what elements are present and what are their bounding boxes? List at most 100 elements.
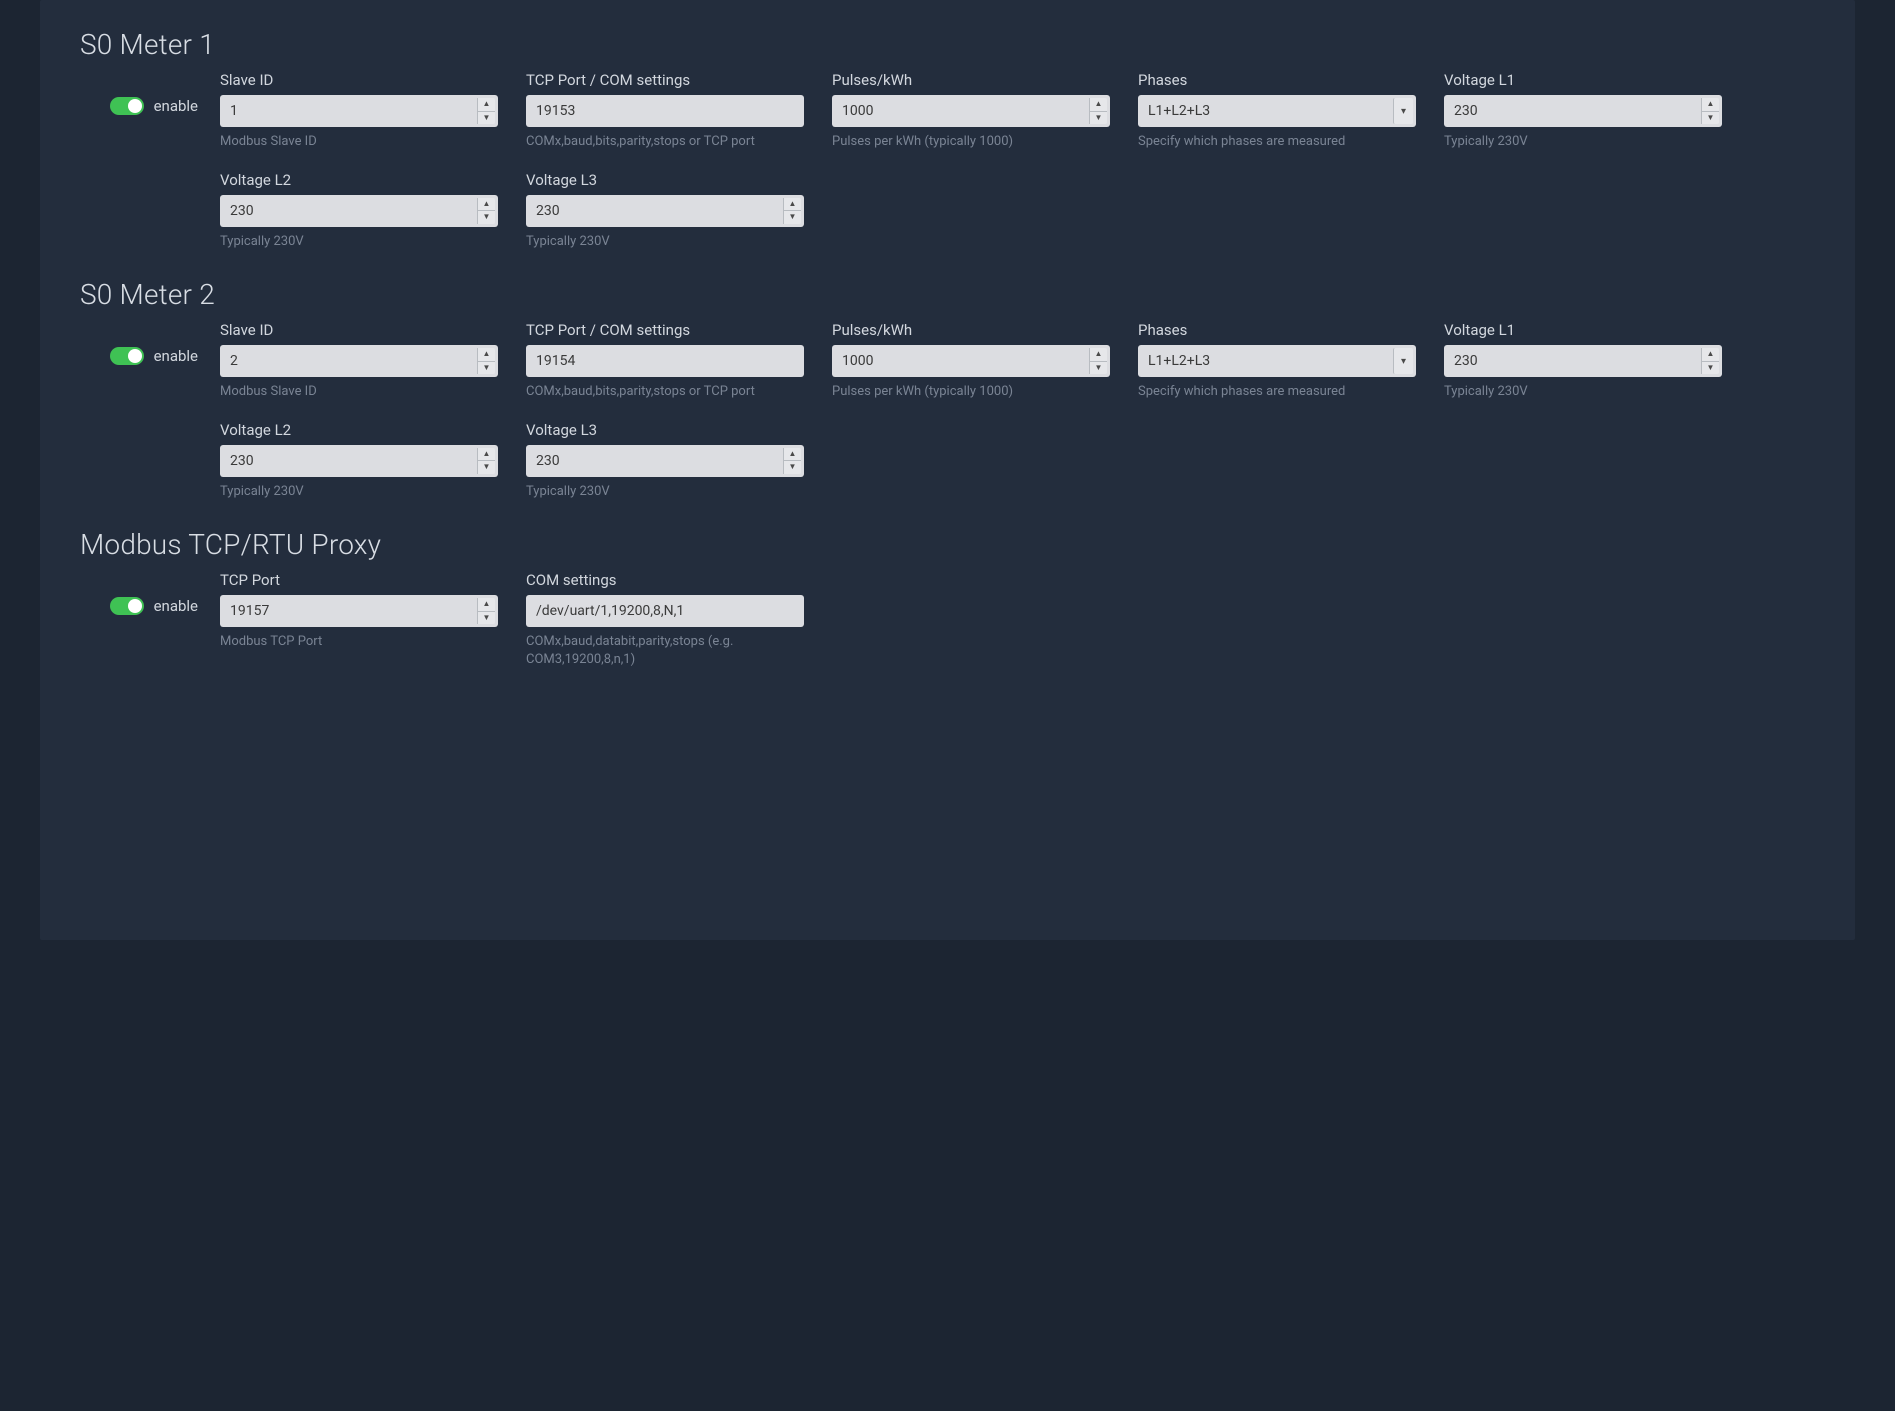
field-voltage-l1: Voltage L1 ▲ ▼ Typically 230V (1444, 71, 1722, 151)
tcp-com-input[interactable] (526, 95, 804, 127)
pulses-kwh-input-wrap: ▲ ▼ (832, 345, 1110, 377)
phases-select-wrap: L1+L2+L3 ▾ (1138, 345, 1416, 377)
spinner-icon: ▲ ▼ (477, 98, 495, 124)
voltage-l3-input-wrap: ▲ ▼ (526, 445, 804, 477)
field-slave-id: Slave ID ▲ ▼ Modbus Slave ID (220, 321, 498, 401)
spinner-up-button[interactable]: ▲ (478, 198, 495, 212)
spinner-icon: ▲ ▼ (783, 198, 801, 224)
section-title-meter1: S0 Meter 1 (80, 28, 1815, 61)
label-voltage-l2: Voltage L2 (220, 421, 498, 439)
label-phases: Phases (1138, 321, 1416, 339)
help-phases: Specify which phases are measured (1138, 383, 1416, 401)
voltage-l2-input[interactable] (220, 195, 477, 227)
spinner-up-button[interactable]: ▲ (784, 198, 801, 212)
enable-toggle-meter2[interactable] (110, 347, 144, 365)
voltage-l1-input[interactable] (1444, 345, 1701, 377)
slave-id-input-wrap: ▲ ▼ (220, 345, 498, 377)
enable-label: enable (154, 597, 198, 615)
voltage-l3-input[interactable] (526, 195, 783, 227)
spinner-down-button[interactable]: ▼ (784, 211, 801, 224)
voltage-l1-input-wrap: ▲ ▼ (1444, 345, 1722, 377)
spinner-down-button[interactable]: ▼ (784, 461, 801, 474)
enable-toggle-proxy[interactable] (110, 597, 144, 615)
toggle-knob (128, 99, 142, 113)
spinner-icon: ▲ ▼ (477, 598, 495, 624)
spinner-down-button[interactable]: ▼ (1090, 362, 1107, 375)
spinner-up-button[interactable]: ▲ (1090, 348, 1107, 362)
voltage-l3-input-wrap: ▲ ▼ (526, 195, 804, 227)
field-pulses-kwh: Pulses/kWh ▲ ▼ Pulses per kWh (typically… (832, 321, 1110, 401)
spinner-down-button[interactable]: ▼ (478, 612, 495, 625)
spinner-up-button[interactable]: ▲ (478, 448, 495, 462)
spinner-down-button[interactable]: ▼ (1702, 362, 1719, 375)
help-tcp-com: COMx,baud,bits,parity,stops or TCP port (526, 383, 804, 401)
label-voltage-l3: Voltage L3 (526, 421, 804, 439)
section-proxy: Modbus TCP/RTU Proxy enable TCP Port ▲ ▼ (80, 528, 1815, 668)
pulses-kwh-input[interactable] (832, 95, 1089, 127)
toggle-knob (128, 599, 142, 613)
help-phases: Specify which phases are measured (1138, 133, 1416, 151)
field-tcp-com: TCP Port / COM settings COMx,baud,bits,p… (526, 321, 804, 401)
help-voltage: Typically 230V (220, 483, 498, 501)
voltage-l2-input-wrap: ▲ ▼ (220, 445, 498, 477)
field-phases: Phases L1+L2+L3 ▾ Specify which phases a… (1138, 321, 1416, 401)
label-tcp-com: TCP Port / COM settings (526, 71, 804, 89)
tcp-com-input[interactable] (526, 345, 804, 377)
voltage-l1-input[interactable] (1444, 95, 1701, 127)
spinner-up-button[interactable]: ▲ (784, 448, 801, 462)
enable-toggle-meter1[interactable] (110, 97, 144, 115)
settings-panel: S0 Meter 1 enable Slave ID ▲ ▼ Modbus (40, 0, 1855, 940)
spinner-down-button[interactable]: ▼ (478, 211, 495, 224)
spinner-up-button[interactable]: ▲ (1702, 98, 1719, 112)
enable-label: enable (154, 97, 198, 115)
spinner-up-button[interactable]: ▲ (1702, 348, 1719, 362)
field-voltage-l2: Voltage L2 ▲ ▼ Typically 230V (220, 171, 498, 251)
fields-meter2: Slave ID ▲ ▼ Modbus Slave ID TCP Port / … (220, 321, 1815, 500)
spinner-icon: ▲ ▼ (1701, 348, 1719, 374)
pulses-kwh-input[interactable] (832, 345, 1089, 377)
spinner-up-button[interactable]: ▲ (478, 348, 495, 362)
help-tcp-com: COMx,baud,bits,parity,stops or TCP port (526, 133, 804, 151)
voltage-l3-input[interactable] (526, 445, 783, 477)
label-pulses-kwh: Pulses/kWh (832, 321, 1110, 339)
spinner-icon: ▲ ▼ (783, 448, 801, 474)
label-voltage-l3: Voltage L3 (526, 171, 804, 189)
label-phases: Phases (1138, 71, 1416, 89)
spinner-up-button[interactable]: ▲ (478, 98, 495, 112)
label-tcp-com: TCP Port / COM settings (526, 321, 804, 339)
help-pulses-kwh: Pulses per kWh (typically 1000) (832, 133, 1110, 151)
spinner-up-button[interactable]: ▲ (1090, 98, 1107, 112)
spinner-up-button[interactable]: ▲ (478, 598, 495, 612)
spinner-down-button[interactable]: ▼ (478, 461, 495, 474)
help-voltage: Typically 230V (220, 233, 498, 251)
field-voltage-l2: Voltage L2 ▲ ▼ Typically 230V (220, 421, 498, 501)
phases-select[interactable]: L1+L2+L3 (1138, 95, 1416, 127)
spinner-icon: ▲ ▼ (477, 198, 495, 224)
fields-meter1: Slave ID ▲ ▼ Modbus Slave ID TCP Port / … (220, 71, 1815, 250)
tcp-port-input[interactable] (220, 595, 477, 627)
spinner-icon: ▲ ▼ (477, 348, 495, 374)
phases-select[interactable]: L1+L2+L3 (1138, 345, 1416, 377)
section-title-proxy: Modbus TCP/RTU Proxy (80, 528, 1815, 561)
field-pulses-kwh: Pulses/kWh ▲ ▼ Pulses per kWh (typically… (832, 71, 1110, 151)
help-slave-id: Modbus Slave ID (220, 383, 498, 401)
spinner-down-button[interactable]: ▼ (1090, 112, 1107, 125)
fields-proxy: TCP Port ▲ ▼ Modbus TCP Port COM setting… (220, 571, 1815, 668)
help-voltage: Typically 230V (526, 483, 804, 501)
slave-id-input[interactable] (220, 345, 477, 377)
pulses-kwh-input-wrap: ▲ ▼ (832, 95, 1110, 127)
field-voltage-l1: Voltage L1 ▲ ▼ Typically 230V (1444, 321, 1722, 401)
label-tcp-port: TCP Port (220, 571, 498, 589)
voltage-l2-input[interactable] (220, 445, 477, 477)
slave-id-input[interactable] (220, 95, 477, 127)
field-com-settings: COM settings COMx,baud,databit,parity,st… (526, 571, 804, 668)
spinner-down-button[interactable]: ▼ (478, 112, 495, 125)
label-com-settings: COM settings (526, 571, 804, 589)
spinner-down-button[interactable]: ▼ (1702, 112, 1719, 125)
field-voltage-l3: Voltage L3 ▲ ▼ Typically 230V (526, 421, 804, 501)
spinner-icon: ▲ ▼ (1089, 98, 1107, 124)
section-meter1: S0 Meter 1 enable Slave ID ▲ ▼ Modbus (80, 28, 1815, 250)
spinner-down-button[interactable]: ▼ (478, 362, 495, 375)
com-settings-input[interactable] (526, 595, 804, 627)
enable-label: enable (154, 347, 198, 365)
